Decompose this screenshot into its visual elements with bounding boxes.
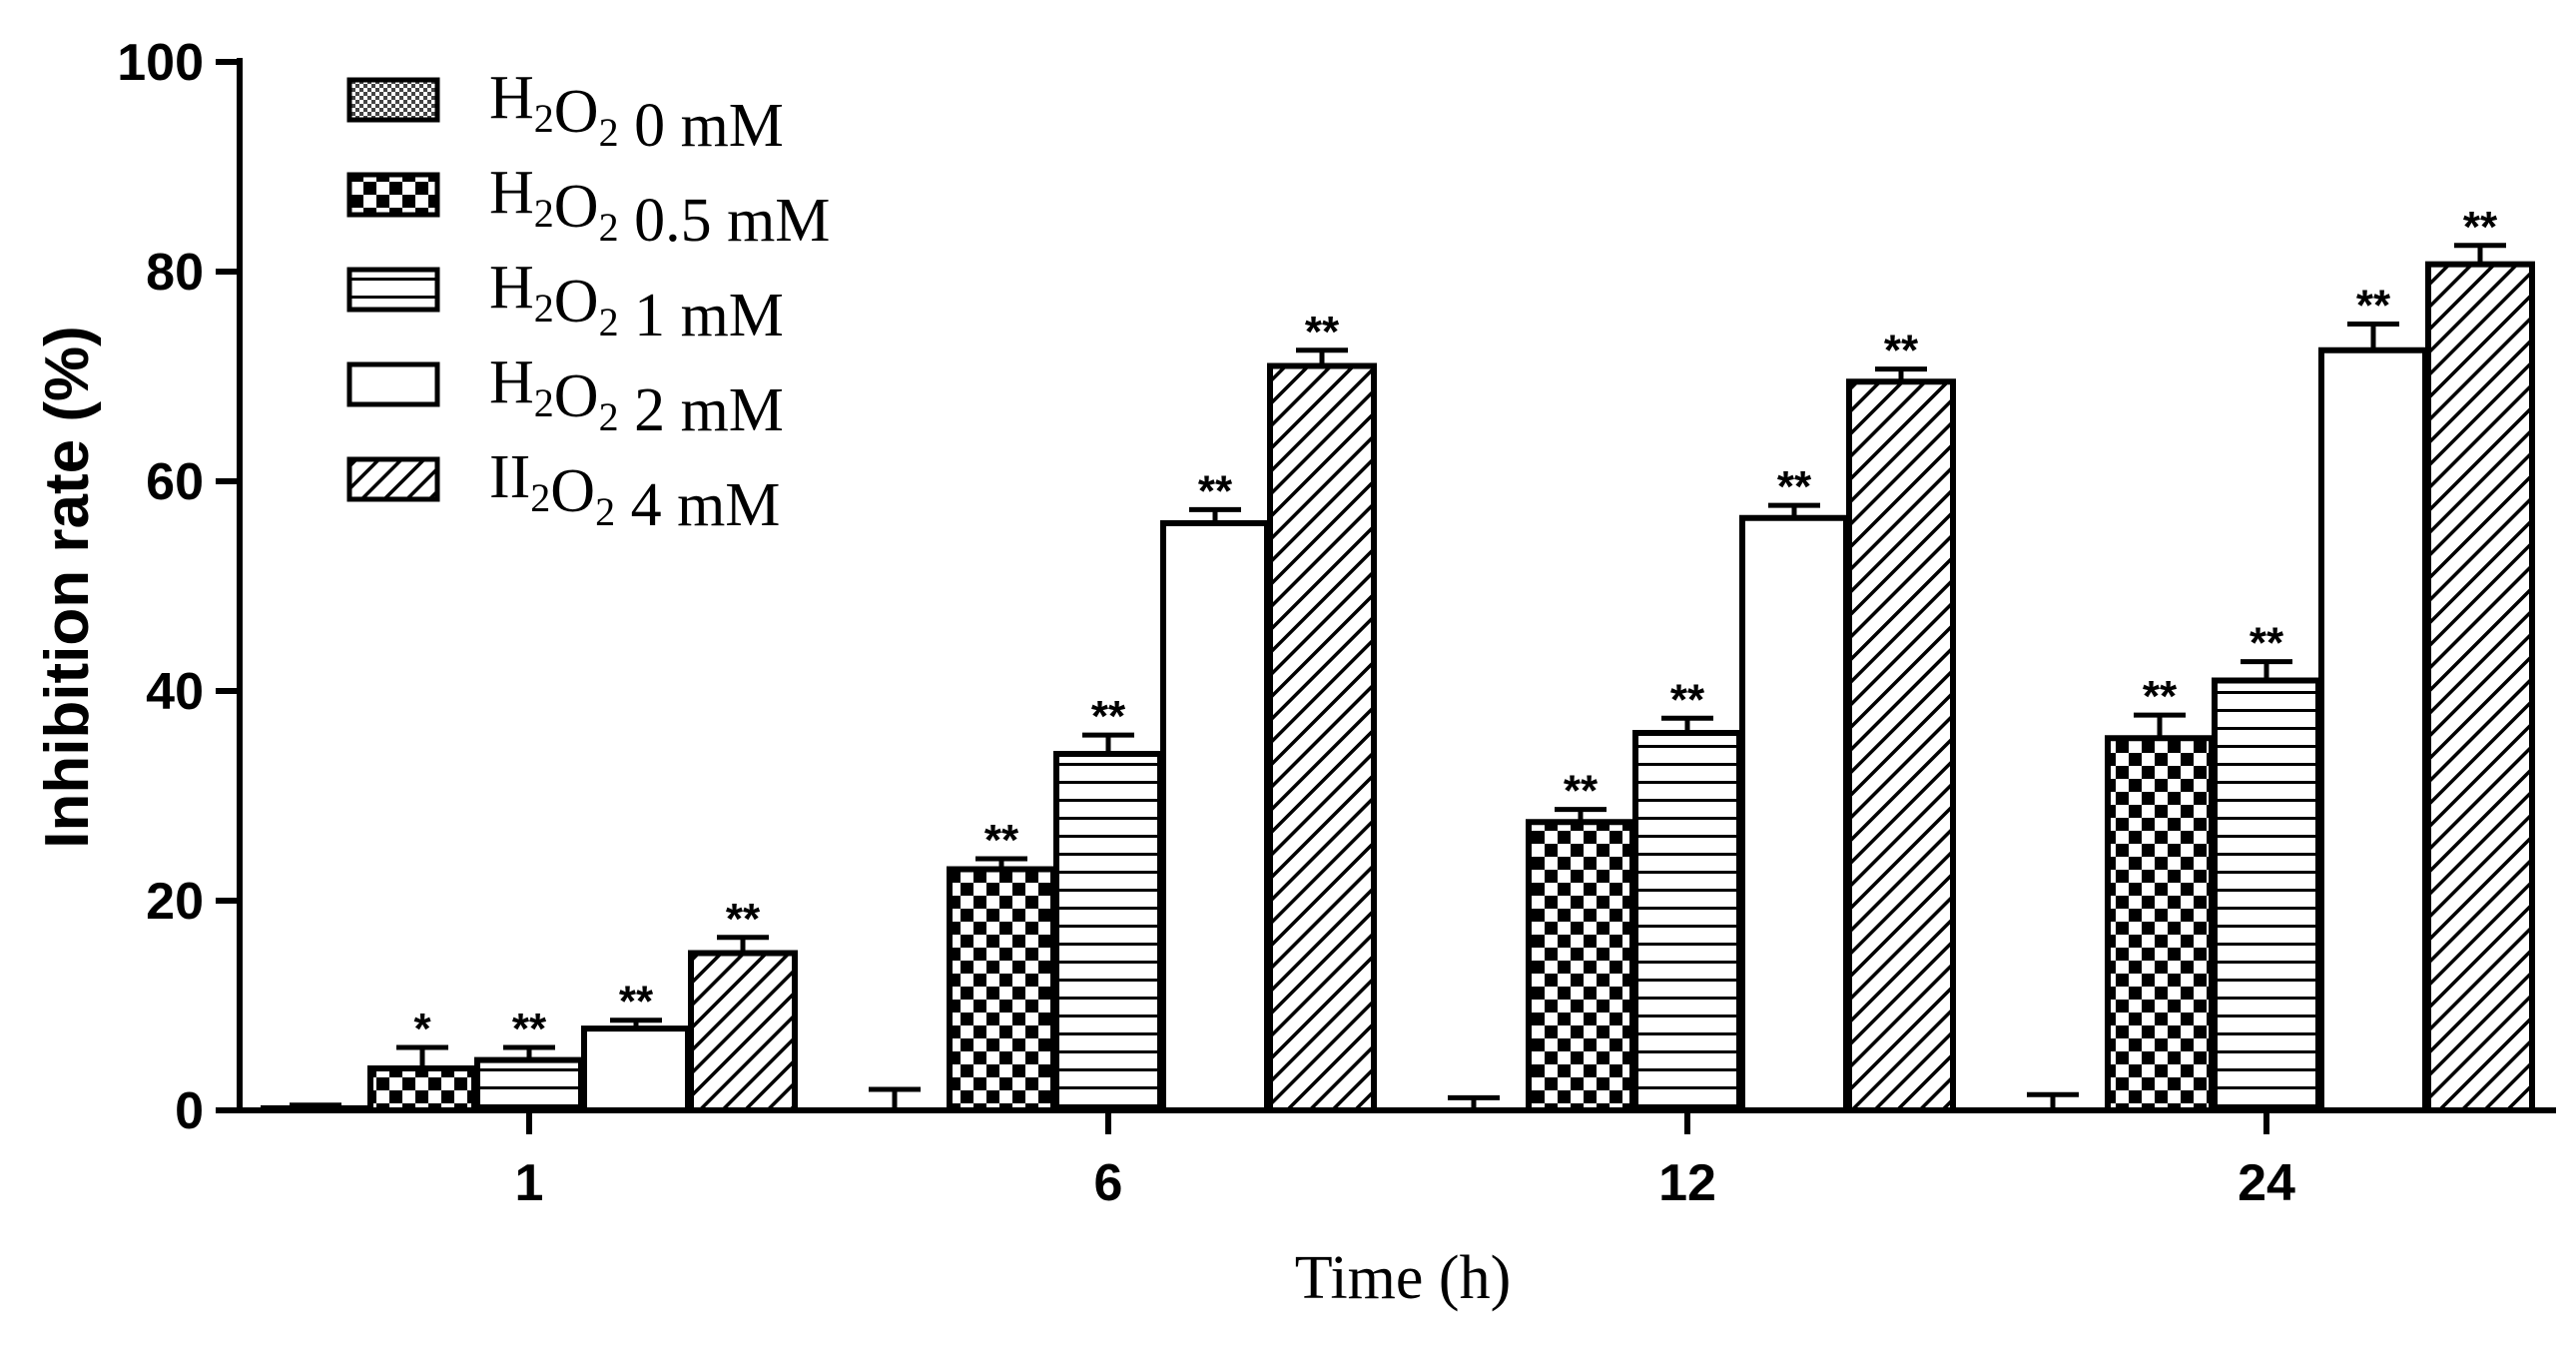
- bar: [367, 1065, 477, 1113]
- legend-text-part: O: [554, 78, 599, 146]
- legend-text-part: O: [554, 173, 599, 241]
- significance-label: **: [1884, 327, 1919, 375]
- bar: [1846, 378, 1956, 1113]
- significance-label: **: [1670, 675, 1705, 724]
- bar: [1739, 514, 1849, 1113]
- significance-label: **: [2143, 672, 2178, 721]
- legend-subscript: 2: [599, 110, 619, 155]
- x-tick-label: 12: [1658, 1154, 1716, 1212]
- legend-subscript: 2: [534, 286, 554, 331]
- y-tick-label: 0: [175, 1082, 204, 1140]
- y-tick-label: 40: [146, 663, 204, 721]
- legend-text-part: H: [489, 254, 534, 322]
- significance-label: **: [512, 1005, 547, 1053]
- legend-text-part: O: [554, 268, 599, 336]
- legend-swatch: [346, 267, 440, 313]
- y-tick-label: 80: [146, 244, 204, 302]
- bar: [688, 950, 798, 1113]
- legend-text-part: O: [550, 457, 595, 525]
- legend-swatch: [346, 172, 440, 218]
- bar: [1053, 751, 1163, 1113]
- significance-label: *: [413, 1005, 431, 1053]
- x-tick-label: 24: [2238, 1154, 2295, 1212]
- legend-label: II2O2 4 mM: [489, 443, 780, 539]
- legend-text-part: 2 mM: [619, 376, 784, 444]
- y-axis-title: Inhibition rate (%): [33, 326, 102, 849]
- bar: [2318, 346, 2428, 1113]
- x-axis-title: Time (h): [1295, 1244, 1511, 1312]
- legend-subscript: 2: [599, 205, 619, 250]
- legend-text-part: II: [489, 443, 530, 511]
- legend-text-part: 1 mM: [619, 282, 784, 349]
- x-tick-label: 6: [1094, 1154, 1123, 1212]
- legend-label: H2O2 0 mM: [489, 64, 784, 160]
- legend-subscript: 2: [599, 300, 619, 344]
- bar: [1526, 819, 1635, 1113]
- significance-label: **: [2463, 203, 2498, 252]
- bar: [474, 1056, 584, 1113]
- bar: [261, 1104, 370, 1114]
- bar: [947, 866, 1056, 1113]
- legend-swatch: [346, 361, 440, 407]
- y-tick-label: 60: [146, 453, 204, 511]
- bar: [1160, 520, 1270, 1113]
- legend-text-part: H: [489, 159, 534, 227]
- legend-subscript: 2: [534, 96, 554, 141]
- legend-label: H2O2 2 mM: [489, 348, 784, 444]
- y-tick-label: 20: [146, 873, 204, 931]
- legend-label: H2O2 1 mM: [489, 254, 784, 349]
- bar: [2105, 735, 2215, 1113]
- legend-swatch: [346, 456, 440, 502]
- legend-text-part: H: [489, 348, 534, 416]
- significance-label: **: [726, 895, 761, 944]
- bar: [1267, 362, 1377, 1113]
- legend-subscript: 2: [595, 489, 615, 534]
- significance-label: **: [2356, 282, 2391, 331]
- legend-text-part: O: [554, 362, 599, 430]
- legend-text-part: 0 mM: [619, 92, 784, 160]
- y-tick-label: 100: [117, 34, 204, 92]
- significance-label: **: [619, 978, 654, 1026]
- legend-label: H2O2 0.5 mM: [489, 159, 830, 255]
- significance-label: **: [984, 816, 1019, 865]
- legend-text-part: H: [489, 64, 534, 132]
- legend-subscript: 2: [534, 380, 554, 425]
- bar: [1632, 730, 1742, 1113]
- legend-swatch: [346, 77, 440, 123]
- significance-label: **: [1305, 308, 1340, 356]
- legend-subscript: 2: [534, 191, 554, 236]
- legend-subscript: 2: [599, 394, 619, 439]
- significance-label: **: [1777, 462, 1812, 511]
- significance-label: **: [2250, 619, 2284, 668]
- legend-subscript: 2: [530, 475, 550, 520]
- significance-label: **: [1198, 466, 1233, 515]
- legend-text-part: 0.5 mM: [619, 187, 831, 255]
- legend-text-part: 4 mM: [615, 471, 780, 539]
- x-tick-label: 1: [515, 1154, 544, 1212]
- bar: [581, 1025, 691, 1113]
- significance-label: **: [1564, 767, 1599, 816]
- bar: [2212, 677, 2321, 1113]
- bar: [2425, 261, 2535, 1113]
- significance-label: **: [1091, 692, 1126, 741]
